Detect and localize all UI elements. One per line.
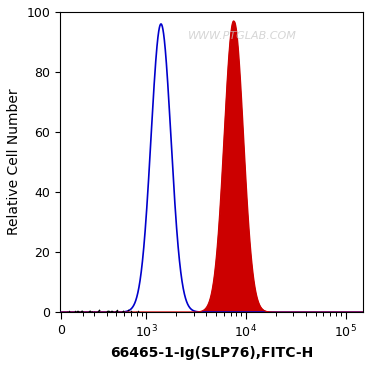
Text: WWW.PTGLAB.COM: WWW.PTGLAB.COM bbox=[188, 31, 296, 41]
Point bbox=[104, 308, 110, 314]
Point bbox=[105, 308, 111, 314]
Point bbox=[125, 308, 131, 313]
Point bbox=[114, 308, 120, 313]
Point bbox=[77, 309, 83, 315]
Point bbox=[90, 309, 95, 315]
Point bbox=[121, 309, 127, 315]
Point bbox=[65, 308, 71, 314]
Point bbox=[87, 308, 93, 314]
Point bbox=[90, 309, 95, 315]
Point bbox=[87, 308, 93, 313]
Point bbox=[118, 309, 124, 315]
Point bbox=[96, 308, 102, 313]
Point bbox=[132, 309, 138, 315]
Point bbox=[109, 308, 115, 313]
Point bbox=[113, 308, 119, 314]
Point bbox=[78, 308, 84, 314]
Point bbox=[108, 308, 114, 314]
Point bbox=[79, 309, 85, 315]
Point bbox=[91, 309, 97, 315]
Point bbox=[79, 308, 85, 314]
Point bbox=[114, 308, 120, 313]
Point bbox=[74, 308, 80, 314]
Point bbox=[89, 309, 95, 315]
Point bbox=[75, 308, 81, 313]
Point bbox=[72, 308, 78, 314]
X-axis label: 66465-1-Ig(SLP76),FITC-H: 66465-1-Ig(SLP76),FITC-H bbox=[110, 346, 313, 360]
Point bbox=[135, 308, 141, 314]
Point bbox=[120, 308, 126, 314]
Point bbox=[86, 308, 92, 314]
Point bbox=[96, 309, 102, 315]
Point bbox=[66, 309, 72, 315]
Point bbox=[110, 309, 116, 315]
Point bbox=[120, 308, 126, 313]
Point bbox=[105, 309, 111, 315]
Point bbox=[113, 308, 119, 313]
Y-axis label: Relative Cell Number: Relative Cell Number bbox=[7, 89, 21, 235]
Point bbox=[95, 308, 101, 314]
Point bbox=[95, 308, 101, 313]
Point bbox=[128, 308, 134, 314]
Point bbox=[64, 309, 70, 315]
Point bbox=[106, 308, 112, 314]
